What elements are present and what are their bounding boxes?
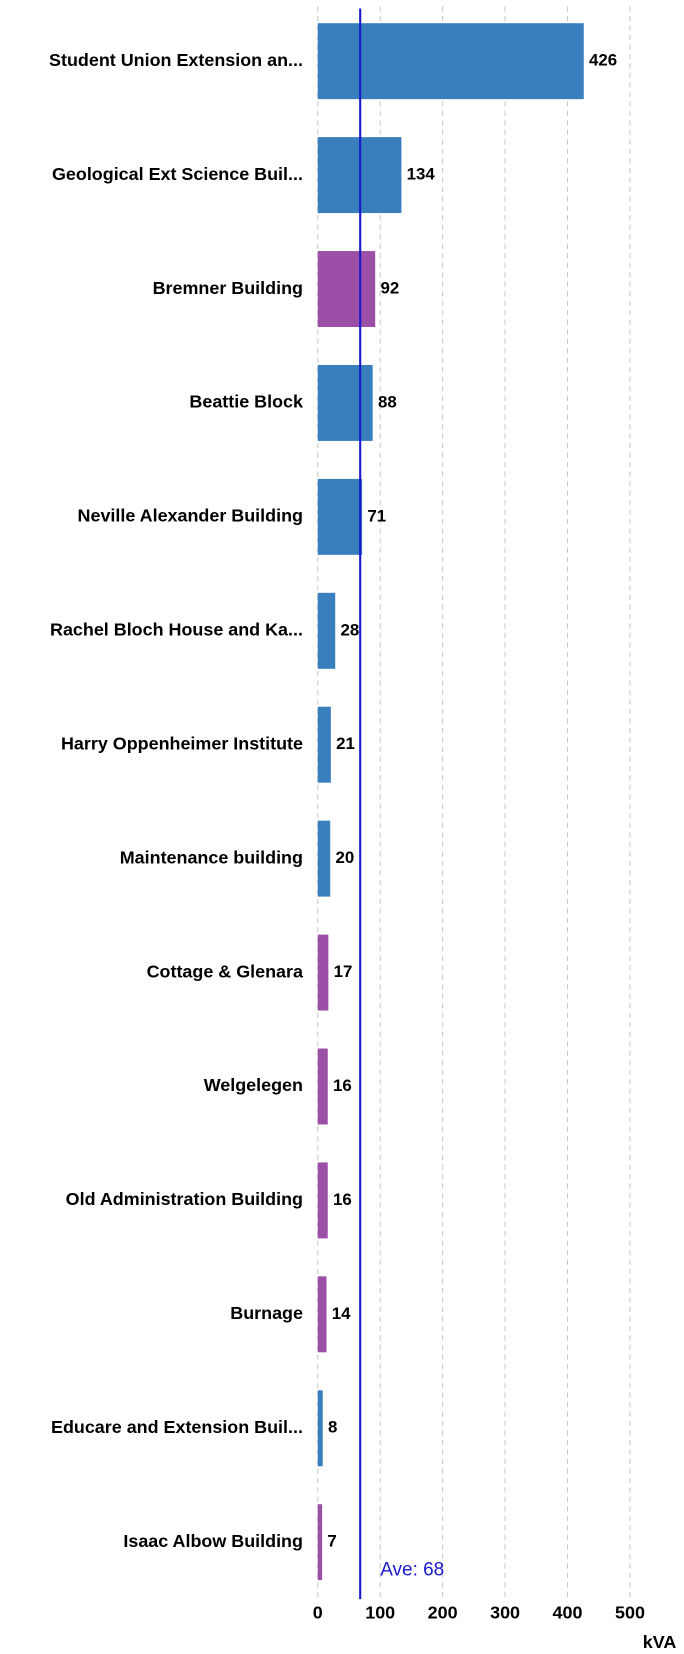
value-label: 16 (333, 1076, 352, 1095)
value-label: 17 (334, 962, 353, 981)
bar (317, 23, 584, 100)
x-tick-label: 200 (428, 1603, 458, 1623)
category-label: Beattie Block (189, 392, 303, 412)
category-label: Maintenance building (120, 847, 303, 867)
value-label: 20 (336, 848, 355, 867)
value-label: 88 (378, 392, 397, 411)
category-label: Cottage & Glenara (147, 961, 304, 981)
x-axis-label: kVA (643, 1632, 677, 1652)
bar (317, 592, 336, 669)
value-label: 21 (336, 734, 355, 753)
bar (317, 1048, 328, 1125)
bar (317, 1162, 328, 1239)
average-label: Ave: 68 (380, 1560, 444, 1581)
value-label: 28 (340, 620, 359, 639)
x-tick-label: 0 (313, 1603, 323, 1623)
bar (317, 1504, 323, 1581)
bar (317, 706, 331, 783)
value-label: 8 (328, 1418, 337, 1437)
bar (317, 934, 329, 1011)
category-label: Neville Alexander Building (78, 506, 303, 526)
category-label: Old Administration Building (66, 1189, 303, 1209)
category-label: Educare and Extension Buil... (51, 1417, 303, 1437)
value-label: 134 (407, 165, 436, 184)
category-label: Isaac Albow Building (123, 1531, 303, 1551)
x-tick-label: 500 (615, 1603, 645, 1623)
category-label: Burnage (230, 1303, 303, 1323)
category-label: Student Union Extension an... (49, 50, 303, 70)
bar (317, 820, 331, 897)
category-label: Rachel Bloch House and Ka... (50, 620, 303, 640)
category-label: Geological Ext Science Buil... (52, 164, 303, 184)
x-tick-label: 100 (365, 1603, 395, 1623)
category-label: Harry Oppenheimer Institute (61, 733, 303, 753)
bar (317, 364, 373, 441)
category-label: Bremner Building (153, 278, 303, 298)
value-label: 16 (333, 1190, 352, 1209)
value-label: 71 (367, 506, 386, 525)
value-label: 426 (589, 51, 617, 70)
bar (317, 251, 376, 328)
bar (317, 478, 363, 555)
bar (317, 1276, 327, 1353)
value-label: 92 (380, 278, 399, 297)
value-label: 7 (327, 1532, 336, 1551)
category-label: Welgelegen (204, 1075, 303, 1095)
value-label: 14 (332, 1304, 351, 1323)
x-tick-label: 400 (553, 1603, 583, 1623)
x-tick-label: 300 (490, 1603, 520, 1623)
bar (317, 1390, 323, 1467)
